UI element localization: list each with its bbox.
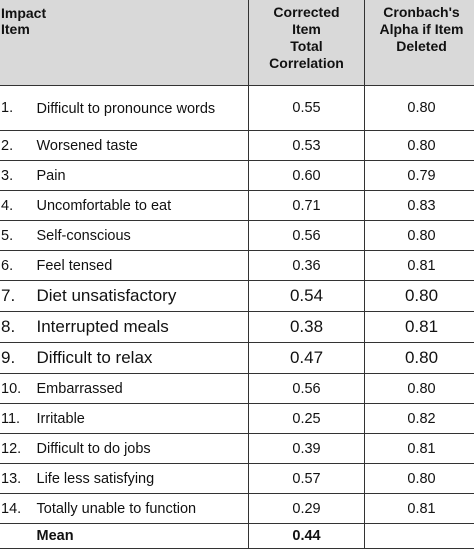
table-row: 2. Worsened taste 0.53 0.80 [0, 131, 474, 161]
impact-item-name: Self-conscious [33, 221, 249, 251]
alpha-if-deleted-value: 0.80 [365, 374, 474, 404]
alpha-if-deleted-value: 0.80 [365, 221, 474, 251]
table-row: 1. Difficult to pronounce words 0.55 0.8… [0, 86, 474, 131]
corrected-header-line: Item [249, 21, 364, 38]
table-row: 7. Diet unsatisfactory 0.54 0.80 [0, 281, 474, 312]
mean-alpha-cell [365, 524, 474, 549]
corrected-correlation-value: 0.47 [249, 343, 365, 374]
table-row: 10. Embarrassed 0.56 0.80 [0, 374, 474, 404]
alpha-if-deleted-value: 0.81 [365, 251, 474, 281]
table-row: 4. Uncomfortable to eat 0.71 0.83 [0, 191, 474, 221]
row-number: 5. [0, 221, 33, 251]
table-row: 14. Totally unable to function 0.29 0.81 [0, 494, 474, 524]
corrected-correlation-value: 0.55 [249, 86, 365, 131]
impact-item-name: Irritable [33, 404, 249, 434]
row-number: 13. [0, 464, 33, 494]
header-blank-cell [33, 0, 249, 86]
mean-row: Mean 0.44 [0, 524, 474, 549]
row-number: 4. [0, 191, 33, 221]
impact-item-name: Totally unable to function [33, 494, 249, 524]
corrected-correlation-value: 0.38 [249, 312, 365, 343]
alpha-if-deleted-value: 0.80 [365, 464, 474, 494]
corrected-header-line: Total [249, 38, 364, 55]
corrected-correlation-value: 0.71 [249, 191, 365, 221]
alpha-if-deleted-value: 0.81 [365, 312, 474, 343]
alpha-if-deleted-value: 0.81 [365, 434, 474, 464]
alpha-if-deleted-value: 0.80 [365, 131, 474, 161]
table-row: 6. Feel tensed 0.36 0.81 [0, 251, 474, 281]
table-row: 13. Life less satisfying 0.57 0.80 [0, 464, 474, 494]
row-number: 6. [0, 251, 33, 281]
corrected-item-total-correlation-header: Corrected Item Total Correlation [249, 0, 365, 86]
impact-item-name: Diet unsatisfactory [33, 281, 249, 312]
mean-label: Mean [33, 524, 249, 549]
alpha-header-line: Deleted [365, 38, 474, 55]
impact-item-name: Difficult to do jobs [33, 434, 249, 464]
corrected-header-line: Correlation [249, 55, 364, 72]
impact-item-name: Embarrassed [33, 374, 249, 404]
mean-corrected-correlation-value: 0.44 [249, 524, 365, 549]
corrected-correlation-value: 0.29 [249, 494, 365, 524]
table-row: 3. Pain 0.60 0.79 [0, 161, 474, 191]
table-row: 5. Self-conscious 0.56 0.80 [0, 221, 474, 251]
impact-item-name: Interrupted meals [33, 312, 249, 343]
alpha-if-deleted-value: 0.80 [365, 86, 474, 131]
alpha-if-deleted-value: 0.82 [365, 404, 474, 434]
alpha-if-deleted-value: 0.79 [365, 161, 474, 191]
alpha-header-line: Alpha if Item [365, 21, 474, 38]
impact-item-name: Difficult to relax [33, 343, 249, 374]
alpha-if-deleted-value: 0.83 [365, 191, 474, 221]
cronbach-alpha-if-deleted-header: Cronbach's Alpha if Item Deleted [365, 0, 474, 86]
corrected-correlation-value: 0.56 [249, 221, 365, 251]
impact-item-name: Life less satisfying [33, 464, 249, 494]
alpha-if-deleted-value: 0.80 [365, 343, 474, 374]
corrected-correlation-value: 0.25 [249, 404, 365, 434]
impact-item-header: Impact Item [0, 0, 33, 86]
impact-item-name: Worsened taste [33, 131, 249, 161]
corrected-correlation-value: 0.54 [249, 281, 365, 312]
corrected-correlation-value: 0.36 [249, 251, 365, 281]
row-number: 1. [0, 86, 33, 131]
row-number: 7. [0, 281, 33, 312]
row-number: 12. [0, 434, 33, 464]
row-number: 3. [0, 161, 33, 191]
table-row: 11. Irritable 0.25 0.82 [0, 404, 474, 434]
impact-item-name: Difficult to pronounce words [33, 86, 249, 131]
header-row: Impact Item Corrected Item Total Correla… [0, 0, 474, 86]
row-number: 10. [0, 374, 33, 404]
mean-number-cell [0, 524, 33, 549]
row-number: 9. [0, 343, 33, 374]
alpha-if-deleted-value: 0.81 [365, 494, 474, 524]
impact-item-name: Pain [33, 161, 249, 191]
corrected-correlation-value: 0.39 [249, 434, 365, 464]
table-row: 9. Difficult to relax 0.47 0.80 [0, 343, 474, 374]
row-number: 14. [0, 494, 33, 524]
corrected-correlation-value: 0.57 [249, 464, 365, 494]
corrected-correlation-value: 0.56 [249, 374, 365, 404]
corrected-header-line: Corrected [249, 4, 364, 21]
impact-item-text: Difficult to pronounce words [37, 98, 249, 118]
row-number: 8. [0, 312, 33, 343]
corrected-correlation-value: 0.60 [249, 161, 365, 191]
impact-item-name: Uncomfortable to eat [33, 191, 249, 221]
table-row: 8. Interrupted meals 0.38 0.81 [0, 312, 474, 343]
impact-item-name: Feel tensed [33, 251, 249, 281]
row-number: 2. [0, 131, 33, 161]
corrected-correlation-value: 0.53 [249, 131, 365, 161]
table-row: 12. Difficult to do jobs 0.39 0.81 [0, 434, 474, 464]
alpha-if-deleted-value: 0.80 [365, 281, 474, 312]
alpha-header-line: Cronbach's [365, 4, 474, 21]
row-number: 11. [0, 404, 33, 434]
